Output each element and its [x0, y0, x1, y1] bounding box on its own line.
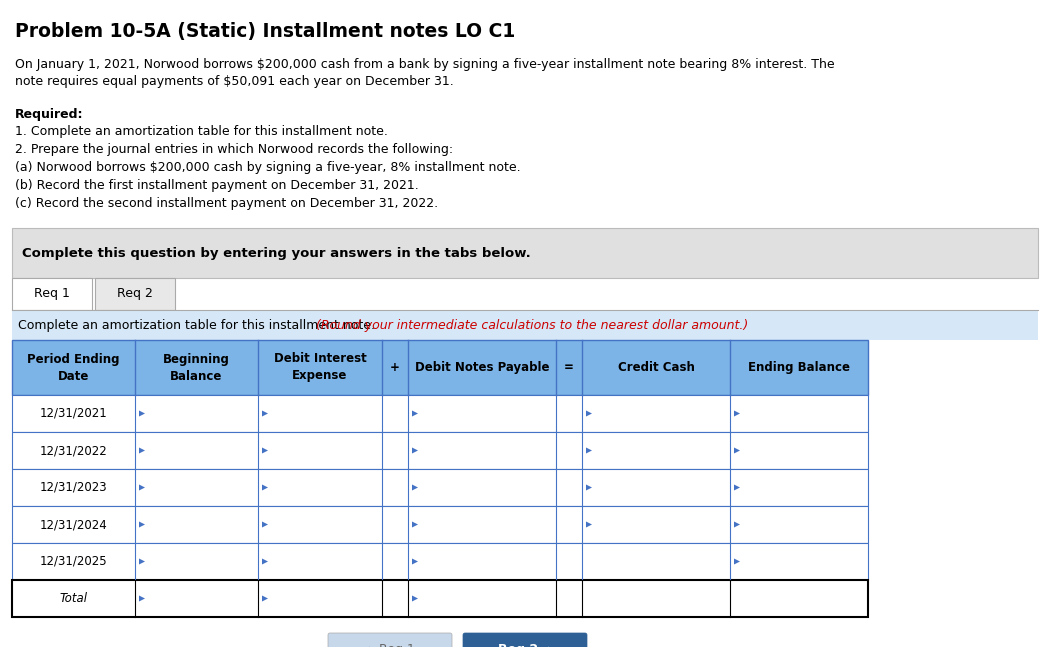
Bar: [12, 340, 868, 395]
Bar: [12, 310, 1038, 340]
Text: Complete this question by entering your answers in the tabs below.: Complete this question by entering your …: [22, 247, 530, 259]
FancyBboxPatch shape: [328, 633, 452, 647]
Polygon shape: [262, 485, 268, 490]
Text: ‹  Req 1: ‹ Req 1: [365, 642, 415, 647]
Bar: [12, 278, 92, 310]
Polygon shape: [139, 558, 145, 564]
Polygon shape: [412, 448, 418, 454]
Text: note requires equal payments of $50,091 each year on December 31.: note requires equal payments of $50,091 …: [15, 75, 454, 88]
Polygon shape: [734, 558, 740, 564]
Polygon shape: [586, 485, 592, 490]
Bar: [12, 395, 868, 432]
Text: =: =: [564, 361, 574, 374]
Polygon shape: [734, 485, 740, 490]
Text: 12/31/2025: 12/31/2025: [40, 555, 107, 568]
Bar: [12, 506, 868, 543]
Text: Debit Interest
Expense: Debit Interest Expense: [274, 353, 366, 382]
Polygon shape: [139, 521, 145, 527]
Text: Problem 10-5A (Static) Installment notes LO C1: Problem 10-5A (Static) Installment notes…: [15, 22, 516, 41]
Polygon shape: [139, 595, 145, 602]
Polygon shape: [586, 410, 592, 417]
Polygon shape: [586, 521, 592, 527]
Polygon shape: [412, 558, 418, 564]
FancyBboxPatch shape: [463, 633, 587, 647]
Text: Complete an amortization table for this installment note.: Complete an amortization table for this …: [18, 318, 379, 331]
Text: Req 1: Req 1: [34, 287, 70, 300]
Polygon shape: [139, 448, 145, 454]
Text: (Round your intermediate calculations to the nearest dollar amount.): (Round your intermediate calculations to…: [316, 318, 748, 331]
Text: Period Ending
Date: Period Ending Date: [27, 353, 120, 382]
Polygon shape: [262, 448, 268, 454]
Polygon shape: [139, 410, 145, 417]
Text: 12/31/2021: 12/31/2021: [40, 407, 107, 420]
Text: Debit Notes Payable: Debit Notes Payable: [415, 361, 549, 374]
Polygon shape: [262, 595, 268, 602]
Text: (b) Record the first installment payment on December 31, 2021.: (b) Record the first installment payment…: [15, 179, 419, 192]
Polygon shape: [734, 448, 740, 454]
Text: Beginning
Balance: Beginning Balance: [163, 353, 230, 382]
Text: On January 1, 2021, Norwood borrows $200,000 cash from a bank by signing a five-: On January 1, 2021, Norwood borrows $200…: [15, 58, 835, 71]
Text: 2. Prepare the journal entries in which Norwood records the following:: 2. Prepare the journal entries in which …: [15, 143, 454, 156]
Bar: [12, 228, 1038, 278]
Text: 12/31/2023: 12/31/2023: [40, 481, 107, 494]
Text: Total: Total: [60, 592, 87, 605]
Text: +: +: [390, 361, 400, 374]
Polygon shape: [412, 521, 418, 527]
Polygon shape: [734, 410, 740, 417]
Polygon shape: [262, 521, 268, 527]
Polygon shape: [586, 448, 592, 454]
Text: (c) Record the second installment payment on December 31, 2022.: (c) Record the second installment paymen…: [15, 197, 438, 210]
Text: 12/31/2022: 12/31/2022: [40, 444, 107, 457]
Text: Req 2: Req 2: [117, 287, 153, 300]
Polygon shape: [412, 410, 418, 417]
Polygon shape: [262, 410, 268, 417]
Text: (a) Norwood borrows $200,000 cash by signing a five-year, 8% installment note.: (a) Norwood borrows $200,000 cash by sig…: [15, 161, 521, 174]
Bar: [12, 543, 868, 580]
Polygon shape: [734, 521, 740, 527]
Text: 12/31/2024: 12/31/2024: [40, 518, 107, 531]
Text: Credit Cash: Credit Cash: [617, 361, 694, 374]
Text: Required:: Required:: [15, 108, 84, 121]
Text: Ending Balance: Ending Balance: [748, 361, 850, 374]
Bar: [94, 278, 175, 310]
Polygon shape: [262, 558, 268, 564]
Bar: [12, 432, 868, 469]
Polygon shape: [412, 485, 418, 490]
Bar: [12, 469, 868, 506]
Text: 1. Complete an amortization table for this installment note.: 1. Complete an amortization table for th…: [15, 125, 387, 138]
Polygon shape: [412, 595, 418, 602]
Polygon shape: [139, 485, 145, 490]
Bar: [12, 580, 868, 617]
Text: Req 2  ›: Req 2 ›: [498, 642, 552, 647]
